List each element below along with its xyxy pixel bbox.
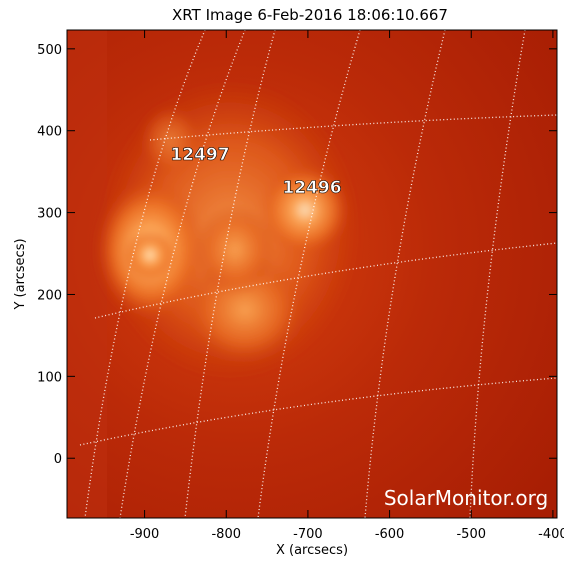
chart-title: XRT Image 6-Feb-2016 18:06:10.667 — [172, 6, 448, 24]
x-axis-title: X (arcsecs) — [276, 543, 348, 558]
watermark: SolarMonitor.org — [384, 486, 548, 510]
x-tick-label: -800 — [211, 527, 241, 542]
y-tick-label: 400 — [37, 125, 62, 140]
annotation: 12496 — [282, 178, 341, 198]
x-tick-label: -900 — [130, 527, 160, 542]
solar-image — [67, 30, 557, 518]
annotation: 12497 — [170, 145, 229, 165]
x-tick-label: -600 — [375, 527, 405, 542]
y-tick-label: 500 — [37, 43, 62, 58]
x-tick-label: -400 — [538, 527, 564, 542]
y-axis-title: Y (arcsecs) — [13, 238, 28, 310]
x-tick-label: -500 — [456, 527, 486, 542]
y-tick-label: 0 — [54, 452, 62, 467]
y-tick-label: 300 — [37, 207, 62, 222]
annotations: 12497 12496 — [170, 145, 342, 199]
x-tick-label: -700 — [293, 527, 323, 542]
plot-frame — [66, 29, 558, 519]
y-tick-label: 100 — [37, 370, 62, 385]
y-tick-label: 200 — [37, 288, 62, 303]
